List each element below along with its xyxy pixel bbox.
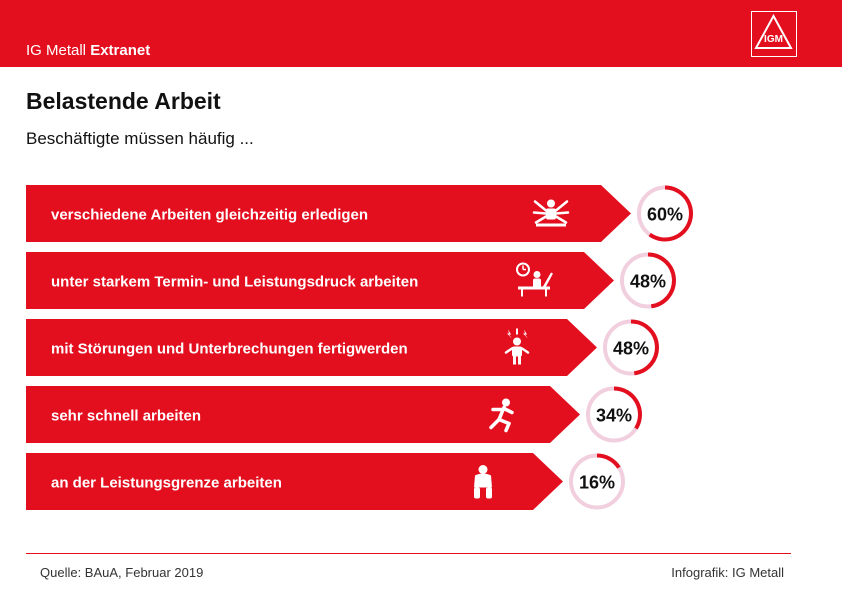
credit-note: Infografik: IG Metall [671,565,784,580]
header-bar: IG Metall Extranet IGM [0,0,842,67]
bar [26,386,580,443]
bar [26,453,563,510]
bar-row: verschiedene Arbeiten gleichzeitig erled… [26,185,694,242]
value-label: 48% [630,272,666,292]
bar [26,185,631,242]
footer-divider [26,553,791,554]
logo-text: IGM [764,34,783,45]
value-label: 60% [647,205,683,225]
category-label: an der Leistungsgrenze arbeiten [51,475,282,492]
page-subtitle: Beschäftigte müssen häufig ... [26,129,254,148]
ring-value-arc [630,319,659,376]
ring-value-arc [648,185,694,242]
ring-value-arc [596,453,621,469]
running-icon [489,398,514,433]
source-note: Quelle: BAuA, Februar 2019 [40,565,204,580]
category-label: verschiedene Arbeiten gleichzeitig erled… [51,207,368,224]
brand-light: IG Metall [26,42,87,59]
bar-row: mit Störungen und Unterbrechungen fertig… [26,319,659,376]
ring-value-arc [613,386,642,430]
value-label: 34% [596,406,632,426]
bar [26,319,597,376]
brand-bold: Extranet [90,42,151,59]
bar-row: unter starkem Termin- und Leistungsdruck… [26,252,676,309]
value-label: 16% [579,473,615,493]
multitasking-icon [532,199,570,227]
ring-value-arc [647,252,676,309]
category-label: sehr schnell arbeiten [51,408,201,425]
brand-label: IG Metall Extranet [26,42,150,59]
interruption-icon [504,328,530,365]
bar-row: an der Leistungsgrenze arbeiten 16% [26,453,625,510]
bar [26,252,614,309]
bar-row: sehr schnell arbeiten 34% [26,386,642,443]
deadline-pressure-icon [516,262,553,297]
bar-chart: verschiedene Arbeiten gleichzeitig erled… [26,185,694,510]
logo-emblem: IGM [754,13,793,49]
category-label: unter starkem Termin- und Leistungsdruck… [51,274,418,291]
page-title: Belastende Arbeit [26,88,221,114]
value-label: 48% [613,339,649,359]
exhausted-icon [474,465,492,499]
category-label: mit Störungen und Unterbrechungen fertig… [51,341,408,358]
ig-metall-logo: IGM [751,11,797,57]
